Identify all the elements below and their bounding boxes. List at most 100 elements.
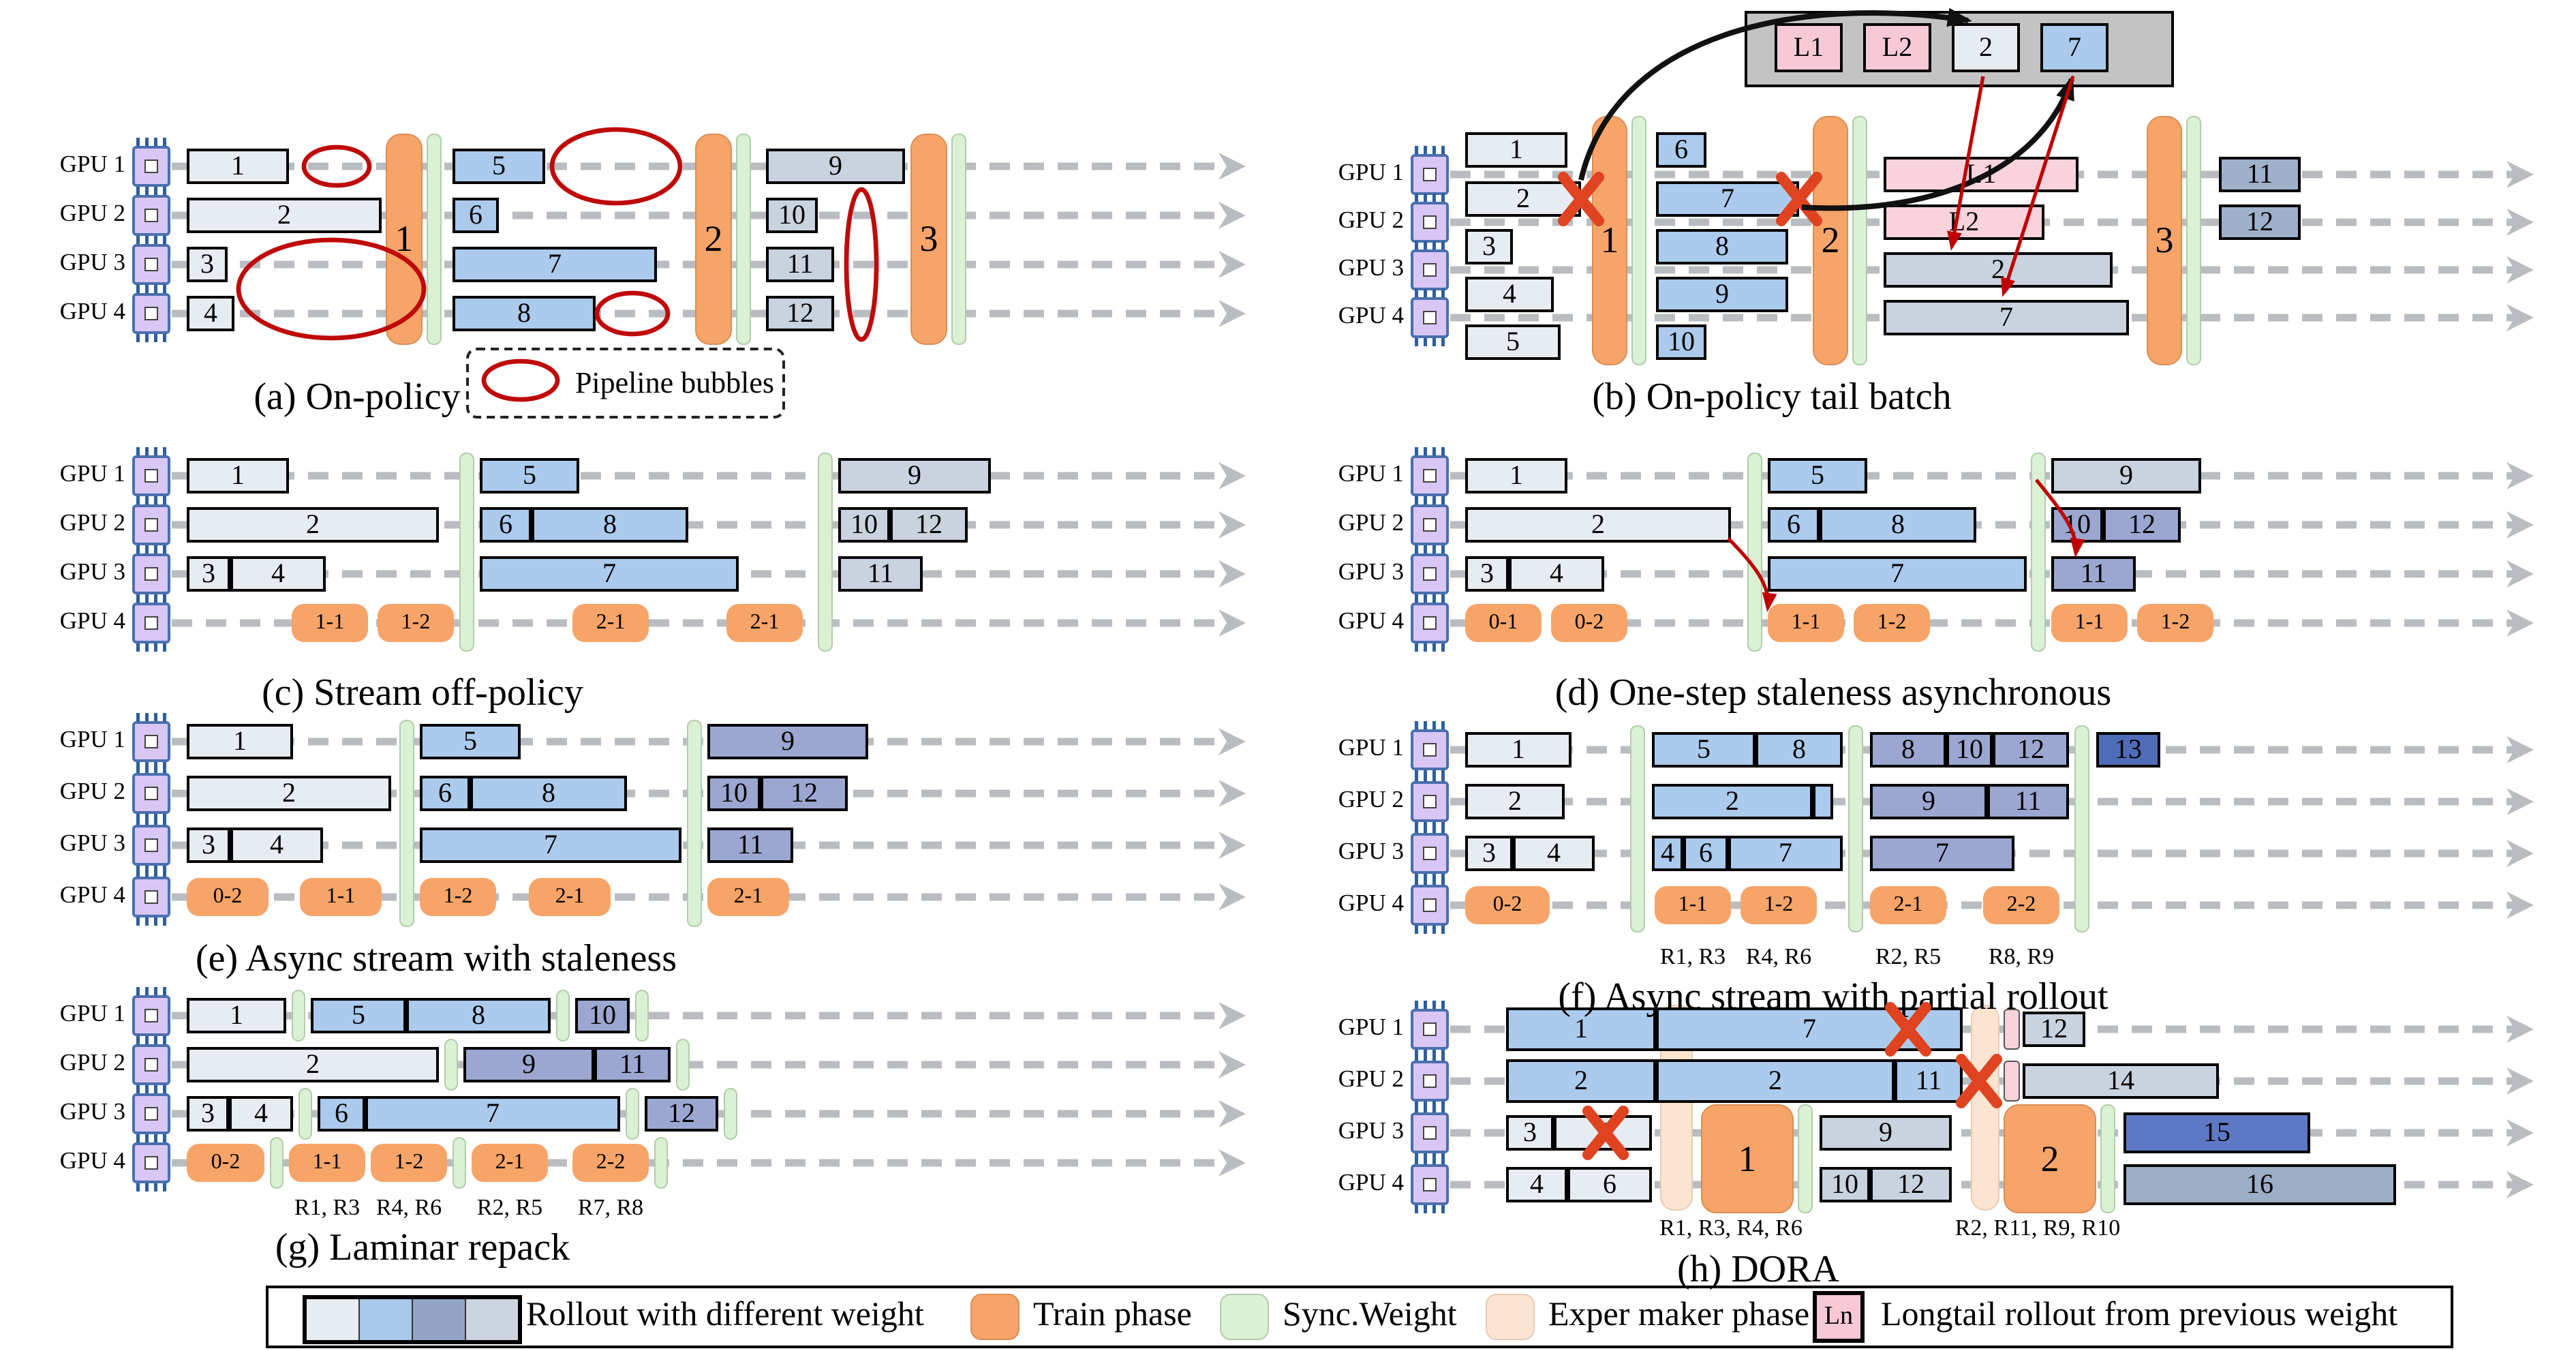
- rollout-box: 5: [420, 724, 521, 759]
- gpu-chip-icon: [132, 1085, 170, 1142]
- rollout-box: 4: [1513, 836, 1595, 871]
- gpu-chip-icon: [1411, 1104, 1449, 1162]
- gpu-label: GPU 1: [59, 725, 125, 753]
- gpu-label: GPU 3: [1338, 254, 1404, 281]
- train-task-box: 2-1: [726, 604, 803, 642]
- rollout-box: 11: [1987, 784, 2069, 819]
- gpu-label: GPU 3: [1338, 1117, 1404, 1144]
- gpu-label: GPU 3: [59, 829, 125, 856]
- train-task-box: 1-2: [1854, 604, 1930, 642]
- sync-bar: [2031, 453, 2046, 652]
- sync-bar: [626, 1088, 639, 1140]
- rollout-box: 2: [1656, 1059, 1895, 1103]
- rollout-box: 10: [2051, 507, 2103, 543]
- gpu-label: GPU 2: [59, 777, 125, 804]
- rollout-box: 6: [318, 1096, 365, 1132]
- train-task-box: 2-1: [707, 878, 789, 916]
- chip-core: [144, 518, 158, 532]
- chip-core: [144, 160, 158, 173]
- gpu-label: GPU 4: [59, 607, 125, 634]
- rollout-box: 3: [187, 828, 230, 863]
- gpu-label: GPU 1: [1338, 1013, 1404, 1040]
- rollout-box: 1: [1465, 132, 1567, 168]
- sync-bar: [556, 990, 570, 1042]
- train-bar: 3: [910, 134, 947, 345]
- rollout-box: 7: [453, 247, 657, 282]
- ln-swatch: Ln: [1813, 1291, 1865, 1343]
- rollout-box: 9: [1656, 277, 1788, 312]
- chip-core: [1423, 567, 1437, 581]
- rollout-weights-swatch: [303, 1295, 522, 1344]
- gpu-chip-icon: [1411, 825, 1449, 882]
- panel-caption: (e) Async stream with staleness: [195, 938, 677, 980]
- gpu-chip-icon: [132, 496, 170, 553]
- train-task-box: 0-2: [1465, 886, 1550, 924]
- panel-caption: (c) Stream off-policy: [262, 672, 583, 714]
- gpu-label: GPU 2: [59, 508, 125, 536]
- bubble-ellipse: [549, 127, 683, 206]
- gpu-label: GPU 4: [59, 881, 125, 908]
- request-ids-label: R7, R8: [577, 1194, 644, 1220]
- chip-core: [144, 838, 158, 852]
- gpu-chip-icon: [132, 713, 170, 770]
- bubble-ellipse: [301, 145, 372, 188]
- chip-core: [1423, 1126, 1437, 1140]
- rollout-box: 1: [187, 458, 289, 494]
- sync-bar: [2074, 725, 2089, 932]
- request-ids-label: R2, R11, R9, R10: [1954, 1215, 2121, 1241]
- rollout-box: 6: [480, 507, 532, 543]
- rollout-box: 3: [1465, 836, 1513, 871]
- gpu-chip-icon: [1411, 1052, 1449, 1110]
- gpu-label: GPU 1: [59, 459, 125, 487]
- rollout-box: 10: [766, 198, 818, 233]
- chip-core: [144, 307, 158, 320]
- train-bar: 2: [695, 134, 732, 345]
- exper-swatch: [1486, 1294, 1535, 1340]
- train-task-box: 1-2: [371, 1144, 447, 1182]
- train-bar: 1: [1701, 1104, 1794, 1213]
- sync-bar: [2186, 116, 2201, 365]
- tail-batch-box: L1: [1775, 23, 1843, 72]
- legend-label: Exper maker phase: [1548, 1296, 1810, 1333]
- rollout-box: 8: [470, 776, 627, 811]
- gpu-label: GPU 1: [1338, 733, 1404, 761]
- rollout-box: 12: [766, 296, 834, 331]
- gpu-label: GPU 1: [1338, 459, 1404, 487]
- rollout-box: 3: [187, 247, 228, 282]
- tail-batch-box: L2: [1863, 23, 1931, 72]
- gpu-chip-icon: [1411, 1156, 1449, 1213]
- legend-label: Rollout with different weight: [526, 1296, 924, 1333]
- rollout-box: 11: [594, 1047, 671, 1082]
- sync-bar: [1630, 725, 1645, 932]
- sync-bar: [818, 453, 833, 652]
- train-task-box: 1-2: [420, 878, 496, 916]
- gpu-label: GPU 2: [1338, 1065, 1404, 1092]
- exper-bar: [1971, 1005, 1999, 1211]
- gpu-label: GPU 2: [1338, 206, 1404, 233]
- chip-core: [1423, 743, 1437, 757]
- gpu-chip-icon: [132, 765, 170, 822]
- train-task-box: 1-1: [289, 1144, 365, 1182]
- gpu-label: GPU 1: [59, 150, 125, 177]
- gpu-label: GPU 1: [59, 999, 125, 1027]
- chip-core: [1423, 215, 1437, 229]
- train-task-box: 0-2: [1551, 604, 1627, 642]
- train-task-box: 1-1: [292, 604, 368, 642]
- sync-bar: [736, 134, 751, 345]
- rollout-box: 10: [1946, 732, 1993, 768]
- rollout-box: 5: [453, 149, 545, 184]
- panel-caption: (f) Async stream with partial rollout: [1558, 976, 2109, 1018]
- gpu-chip-icon: [132, 236, 170, 293]
- rollout-box: 9: [463, 1047, 594, 1082]
- gpu-label: GPU 4: [1338, 301, 1404, 329]
- rollout-box: 11: [766, 247, 834, 282]
- rollout-box: 4: [1652, 836, 1683, 871]
- rollout-box: 6: [420, 776, 470, 811]
- rollout-box: 9: [2051, 458, 2201, 494]
- sync-swatch: [1220, 1294, 1269, 1340]
- chip-core: [144, 1009, 158, 1022]
- rollout-box: 3: [1465, 556, 1509, 592]
- chip-core: [144, 735, 158, 748]
- panel-caption: (a) On-policy: [254, 376, 461, 419]
- gpu-chip-icon: [132, 545, 170, 603]
